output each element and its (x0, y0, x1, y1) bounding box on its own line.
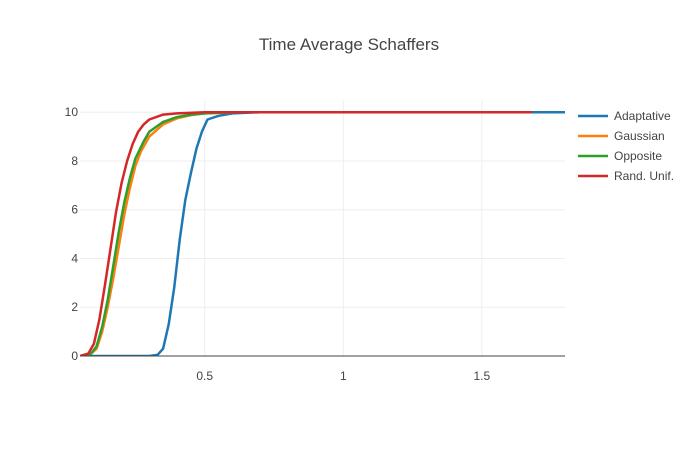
y-tick-label: 6 (71, 203, 78, 217)
series-line-rand-unif (80, 110, 532, 356)
legend-item-rand-unif[interactable]: Rand. Unif. (578, 169, 674, 183)
y-tick-label: 4 (71, 251, 78, 265)
series-line-adaptative (80, 110, 565, 356)
grid (80, 100, 565, 356)
y-tick-label: 2 (71, 300, 78, 314)
chart-title: Time Average Schaffers (259, 35, 439, 54)
legend-label: Adaptative (614, 109, 671, 123)
legend-item-opposite[interactable]: Opposite (578, 149, 662, 163)
y-tick-label: 0 (71, 349, 78, 363)
plot-area (80, 110, 565, 356)
x-tick-label: 1.5 (474, 369, 491, 383)
series-line-gaussian (80, 110, 532, 356)
legend-label: Rand. Unif. (614, 169, 674, 183)
y-tick-label: 10 (65, 105, 79, 119)
legend: Adaptative Gaussian Opposite Rand. Unif. (578, 109, 674, 183)
legend-item-adaptative[interactable]: Adaptative (578, 109, 671, 123)
legend-label: Gaussian (614, 129, 665, 143)
y-tick-label: 8 (71, 154, 78, 168)
series-line-opposite (80, 110, 532, 356)
axes: 0 2 4 6 8 10 0.5 1 1.5 (65, 105, 565, 383)
x-tick-label: 1 (340, 369, 347, 383)
legend-label: Opposite (614, 149, 662, 163)
x-tick-label: 0.5 (196, 369, 213, 383)
legend-item-gaussian[interactable]: Gaussian (578, 129, 665, 143)
